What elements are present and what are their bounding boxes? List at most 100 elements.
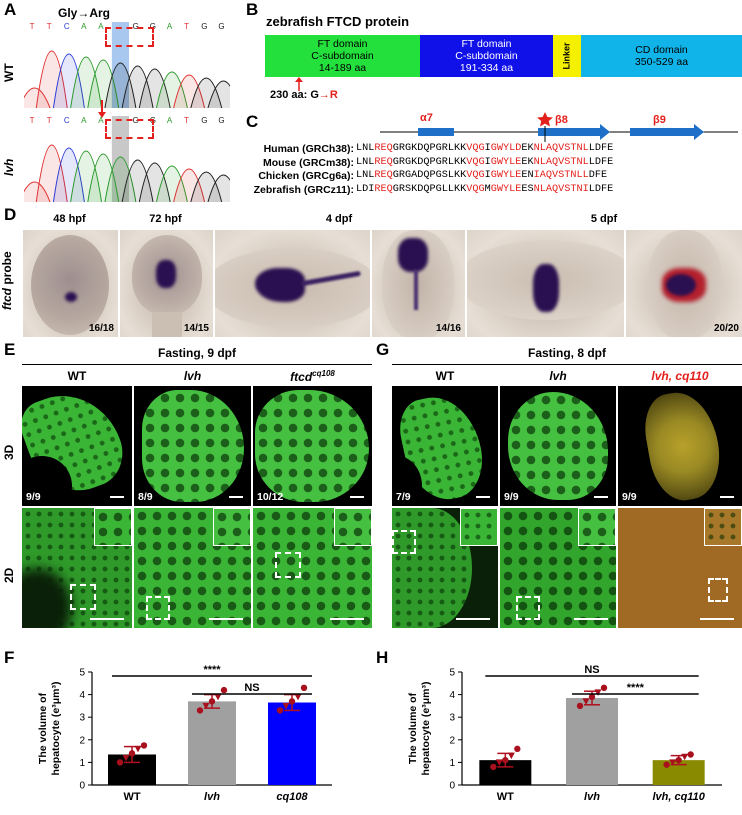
chromatogram-peak — [173, 74, 206, 108]
panel-label-f: F — [4, 648, 15, 667]
panel-label-g: G — [376, 340, 390, 359]
chromatogram-peak — [138, 162, 171, 202]
probe-label: ftcd probe — [0, 251, 14, 310]
base-call: A — [81, 116, 87, 125]
alignment-row: Human (GRCh38): LNLREQGRGKDQPGRLKKVQGIGWY… — [0, 143, 742, 156]
x-tick-label: WT — [123, 791, 140, 803]
count-72hpf: 14/15 — [183, 323, 209, 334]
data-point — [294, 693, 302, 701]
g-3d-wt-count: 7/9 — [396, 491, 411, 503]
x-tick-label: WT — [497, 791, 514, 803]
chromatogram-peak — [24, 87, 51, 108]
base-call: T — [184, 22, 189, 31]
chromatogram-peak — [190, 77, 223, 108]
data-point — [196, 707, 204, 714]
sig-label: **** — [203, 664, 221, 676]
y-axis-label: The volume ofhepatocyte (e³μm³) — [37, 682, 62, 776]
g-2d-lvh-cq110 — [618, 508, 742, 628]
panel-e-row-2d: 2D — [2, 567, 16, 583]
mutation-note: 230 aa: G→R — [270, 89, 338, 101]
y-tick-label: 3 — [79, 713, 85, 724]
data-point — [663, 761, 670, 768]
chromatogram-peak — [52, 147, 85, 202]
data-point — [502, 756, 509, 764]
base-call: G — [132, 22, 139, 31]
data-point — [600, 684, 608, 692]
data-point — [202, 702, 210, 710]
data-point — [214, 693, 222, 701]
data-point — [276, 707, 284, 714]
e-2d-wt — [22, 508, 132, 628]
data-point — [288, 698, 296, 705]
data-point — [576, 702, 584, 710]
data-point — [507, 752, 515, 760]
chart-f: 0 1 2 3 4 5 The volume ofhepatocyte (e³μm³) WT l… — [37, 664, 332, 803]
y-tick-label: 4 — [449, 690, 455, 701]
chart-h: 0 1 2 3 4 5 The volume ofhepatocyte (e³μm³) WT l… — [407, 664, 722, 803]
sequence: LDIREQGRSKDQPGLLKKVQGMGWYLEESNLAQVSTNILD… — [356, 183, 614, 195]
helix-a7-label: α7 — [420, 112, 433, 124]
alignment-row: Chicken (GRCg6a): LNLREQGRGADQPGSLKKVQGIG… — [0, 170, 742, 183]
data-point — [594, 689, 602, 696]
e-3d-lvh: 8/9 — [134, 386, 251, 506]
y-tick-label: 3 — [449, 713, 455, 724]
species-name: Human (GRCh38): — [263, 143, 354, 155]
chromatogram-peak — [104, 62, 137, 108]
base-call: T — [46, 116, 52, 125]
g-3d-wt: 7/9 — [392, 386, 498, 506]
g-2d-wt — [392, 508, 498, 628]
domain-ft-1: FT domain C-subdomain 14-189 aa — [265, 35, 420, 77]
panel-e-row-3d: 3D — [2, 444, 16, 460]
y-tick-label: 0 — [449, 781, 455, 792]
data-point — [588, 693, 596, 701]
chromatogram-peak — [87, 153, 120, 202]
panel-e-header: Fasting, 9 dpf — [158, 346, 236, 360]
count-4dpf: 14/16 — [435, 323, 461, 334]
chromatogram-peak — [121, 65, 154, 108]
panel-label-d: D — [4, 205, 17, 224]
g-3d-lvh-cq110: 9/9 — [618, 386, 742, 506]
x-tick-label: lvh — [204, 791, 220, 803]
wt-mutation-box — [105, 27, 154, 47]
embryo-48hpf: 16/18 — [22, 229, 119, 338]
sequence: LNLREQGRGKDQPGRLKKVQGIGWYLDEKNLAQVSTNLLD… — [356, 143, 614, 154]
x-tick-label: cq108 — [276, 791, 308, 803]
chromatogram-peak — [104, 156, 137, 202]
embryo-5dpf-lateral — [466, 229, 625, 338]
alignment-row: Mouse (GRCm38): LNLREQGRGKDQPGRLKKVQGIGWY… — [0, 157, 742, 170]
data-point — [122, 754, 130, 762]
y-tick-label: 1 — [79, 758, 85, 769]
data-point — [687, 751, 694, 758]
bar — [566, 697, 618, 785]
alignment: Human (GRCh38): LNLREQGRGKDQPGRLKKVQGIGWY… — [0, 143, 742, 199]
data-point — [220, 686, 228, 694]
x-tick-label: lvh, cq110 — [652, 791, 705, 803]
x-tick-label: lvh — [584, 791, 600, 803]
e-2d-lvh — [134, 508, 251, 628]
embryo-4dpf-ventral: 14/16 — [371, 229, 466, 338]
chromatogram-peak — [70, 150, 103, 202]
panel-g-col-wt: WT — [435, 369, 455, 383]
panel-label-e: E — [4, 340, 16, 359]
e-3d-wt-count: 9/9 — [26, 491, 41, 503]
chromatogram-peak — [155, 165, 188, 202]
base-call: C — [63, 22, 70, 31]
beta8-label: β8 — [555, 114, 568, 126]
data-point — [681, 753, 689, 761]
panel-e-col-ftcd: ftcdcq108 — [290, 369, 335, 384]
chromatogram-peak — [70, 56, 103, 108]
stage-5dpf: 5 dpf — [590, 213, 618, 225]
y-tick-label: 2 — [79, 735, 85, 746]
chromatogram-peak — [24, 181, 51, 202]
data-point — [140, 742, 148, 749]
linker-label: Linker — [561, 42, 572, 70]
y-tick-label: 4 — [79, 690, 85, 701]
base-call: T — [29, 116, 35, 125]
y-tick-label: 2 — [449, 735, 455, 746]
count-48hpf: 16/18 — [88, 323, 114, 334]
e-3d-ftcd: 10/12 — [253, 386, 372, 506]
chromatogram-peak — [173, 168, 206, 202]
mutation-position-arrow-icon — [295, 77, 303, 91]
g-2d-lvh — [500, 508, 616, 628]
data-point — [128, 750, 136, 757]
